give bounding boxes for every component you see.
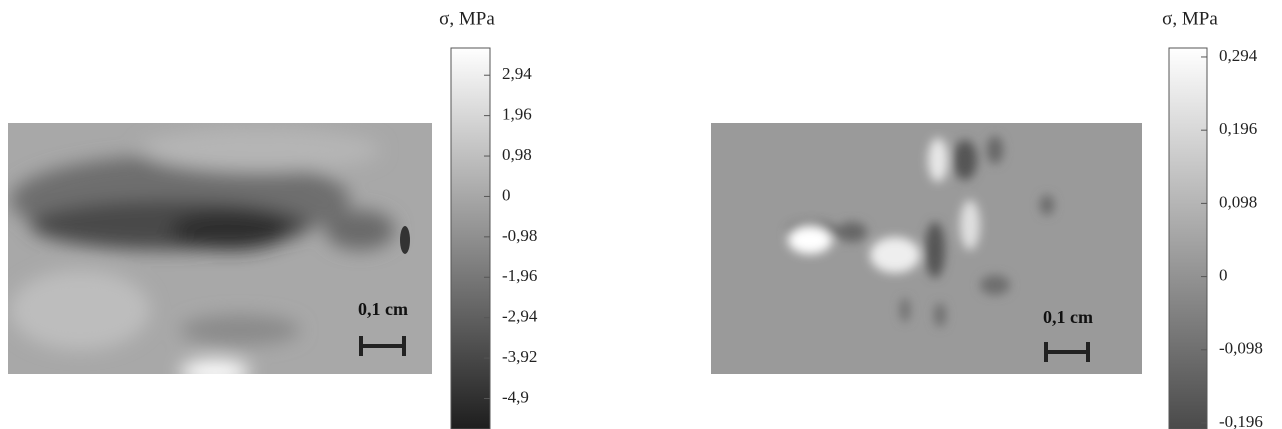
colorbar-label: σ, MPa <box>1162 8 1218 29</box>
colorbar-tick-label: -0,98 <box>502 226 537 245</box>
page: {"chart_data": [ {"type": "contour", "zl… <box>0 0 1282 429</box>
colorbar <box>1169 48 1207 429</box>
colorbar <box>451 48 490 429</box>
colorbar-tick-label: 0 <box>1219 266 1228 285</box>
scale-bar-label: 0,1 cm <box>358 299 408 319</box>
colorbar-tick-label: 2,94 <box>502 64 532 83</box>
colorbar-tick-label: -0,196 <box>1219 412 1263 429</box>
colorbar-tick-label: -2,94 <box>502 307 538 326</box>
colorbar-tick-label: -3,92 <box>502 347 537 366</box>
colorbar-tick-label: -4,9 <box>502 387 529 406</box>
colorbar-tick-label: 0,98 <box>502 145 532 164</box>
colorbar-label: σ, MPa <box>439 8 495 29</box>
colorbar-tick-label: 0,294 <box>1219 46 1258 65</box>
scale-bar-label: 0,1 cm <box>1043 307 1093 327</box>
colorbar-tick-label: -0,098 <box>1219 339 1263 358</box>
colorbar-tick-label: -1,96 <box>502 266 537 285</box>
colorbar-tick-label: 0 <box>502 185 511 204</box>
colorbar-tick-label: 0,196 <box>1219 119 1257 138</box>
colorbar-tick-label: 1,96 <box>502 105 532 124</box>
colorbar-tick-label: 0,098 <box>1219 192 1257 211</box>
stress-map-right <box>711 123 1142 374</box>
figure: σ, MPa σ, MPa 0,1 cm 0,1 cm 2,94 1,96 0,98… <box>0 0 1282 429</box>
